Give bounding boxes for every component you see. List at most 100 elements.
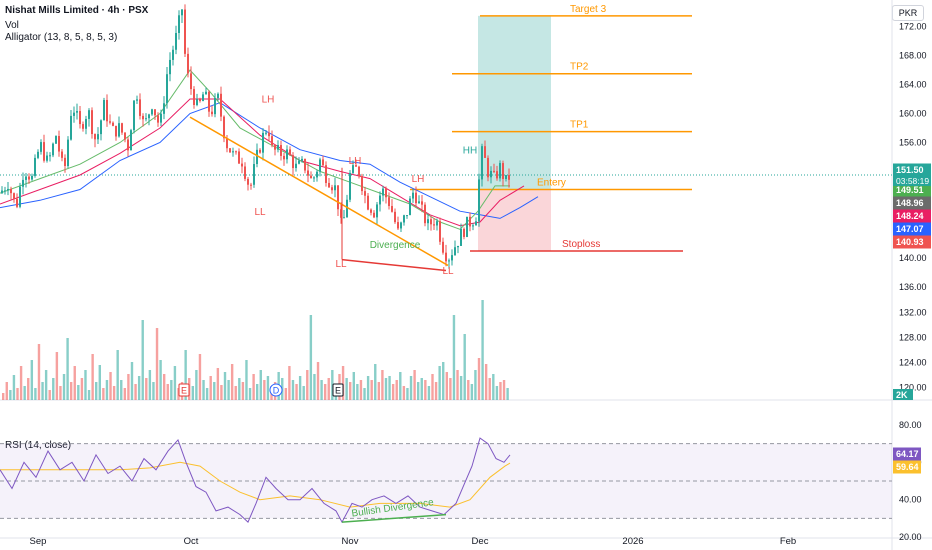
volume-bar: [37, 344, 41, 400]
candle-body: [94, 134, 96, 140]
candle-body: [445, 252, 447, 262]
candle-body: [223, 116, 225, 139]
volume-bar: [474, 370, 477, 400]
candle-body: [124, 132, 126, 140]
volume-bar: [145, 378, 148, 400]
candle-body: [349, 172, 351, 200]
volume-bar: [62, 374, 66, 400]
candle-body: [244, 166, 246, 179]
volume-bar: [463, 334, 466, 400]
candle-body: [259, 149, 261, 153]
rsi-value-tag: [893, 447, 921, 461]
price-tick-label: 128.00: [899, 333, 927, 343]
candle-body: [331, 187, 333, 191]
candle-body: [457, 245, 459, 248]
time-axis-label: Sep: [30, 536, 47, 547]
price-tick-label: 140.00: [899, 253, 927, 263]
dividend-marker: [269, 383, 283, 397]
volume-bar: [452, 315, 456, 400]
volume-bar: [349, 382, 352, 400]
candle-body: [301, 158, 303, 161]
volume-bar: [416, 382, 420, 400]
candle-body: [406, 215, 408, 217]
price-tag: [893, 163, 931, 177]
volume-bar: [377, 382, 381, 400]
candle-body: [226, 138, 228, 149]
candle-body: [202, 94, 204, 102]
price-tag-label: 148.96: [896, 198, 924, 208]
volume-bar: [395, 380, 398, 400]
time-axis-label: Nov: [342, 536, 359, 547]
candle-body: [451, 255, 453, 261]
swing-label: LL: [335, 259, 347, 270]
price-tick-label: 164.00: [899, 80, 927, 90]
volume-bar: [198, 354, 202, 400]
volume-bar: [102, 388, 105, 400]
candle-body: [370, 209, 372, 213]
candle-body: [478, 179, 480, 222]
candle-body: [58, 136, 60, 152]
volume-bar: [359, 380, 363, 400]
volume-bar: [442, 362, 445, 400]
candle-body: [508, 175, 510, 180]
volume-bar: [341, 366, 345, 400]
volume-bar: [84, 370, 87, 400]
price-tag-label: 140.93: [896, 237, 924, 247]
alligator-lips-line: [0, 69, 510, 230]
candle-body: [25, 176, 27, 180]
candle-body: [52, 143, 54, 156]
candle-body: [286, 149, 288, 160]
candle-body: [319, 159, 321, 172]
volume-bar: [12, 375, 16, 400]
volume-bar: [223, 372, 227, 400]
volume-bar: [291, 380, 295, 400]
candle-body: [337, 185, 339, 210]
candle-body: [343, 217, 345, 219]
loss-zone: [478, 189, 551, 251]
rsi-value-tag-label: 59.64: [896, 462, 919, 472]
volume-bar: [41, 382, 44, 400]
volume-bar: [327, 378, 330, 400]
candle-body: [1, 190, 3, 194]
volume-bar: [112, 386, 116, 400]
volume-bar: [162, 374, 166, 400]
volume-bar: [227, 380, 230, 400]
candle-body: [502, 163, 504, 179]
volume-bar: [345, 378, 348, 400]
volume-bar: [409, 376, 413, 400]
volume-tag-label: 2K: [896, 390, 908, 400]
swing-label: HH: [463, 145, 477, 156]
volume-bar: [234, 386, 237, 400]
candle-body: [7, 188, 9, 191]
swing-label: LL: [442, 266, 454, 277]
candle-body: [409, 198, 411, 216]
price-countdown-label: 03:58:19: [896, 176, 929, 186]
candle-body: [289, 149, 291, 156]
candle-body: [415, 192, 417, 204]
volume-bar: [306, 370, 309, 400]
rsi-value-tag: [893, 460, 921, 474]
candle-body: [13, 193, 15, 199]
price-tick-label: 168.00: [899, 51, 927, 61]
volume-bar: [209, 376, 212, 400]
candle-body: [109, 121, 111, 123]
candle-body: [352, 165, 354, 173]
candle-body: [130, 130, 132, 151]
candle-body: [76, 111, 78, 113]
volume-bar: [320, 380, 323, 400]
volume-bar: [356, 384, 359, 400]
volume-bar: [34, 388, 37, 400]
price-tag: [893, 235, 931, 249]
candle-body: [247, 178, 249, 185]
volume-bar: [459, 376, 463, 400]
volume-bar: [44, 370, 48, 400]
price-tick-label: 160.00: [899, 109, 927, 119]
candle-body: [475, 221, 477, 226]
volume-bar: [502, 380, 506, 400]
earnings-marker-label: E: [335, 386, 341, 396]
candle-body: [97, 134, 99, 140]
volume-bar: [245, 360, 248, 400]
candle-body: [292, 155, 294, 169]
candle-body: [73, 112, 75, 116]
candle-body: [334, 185, 336, 191]
